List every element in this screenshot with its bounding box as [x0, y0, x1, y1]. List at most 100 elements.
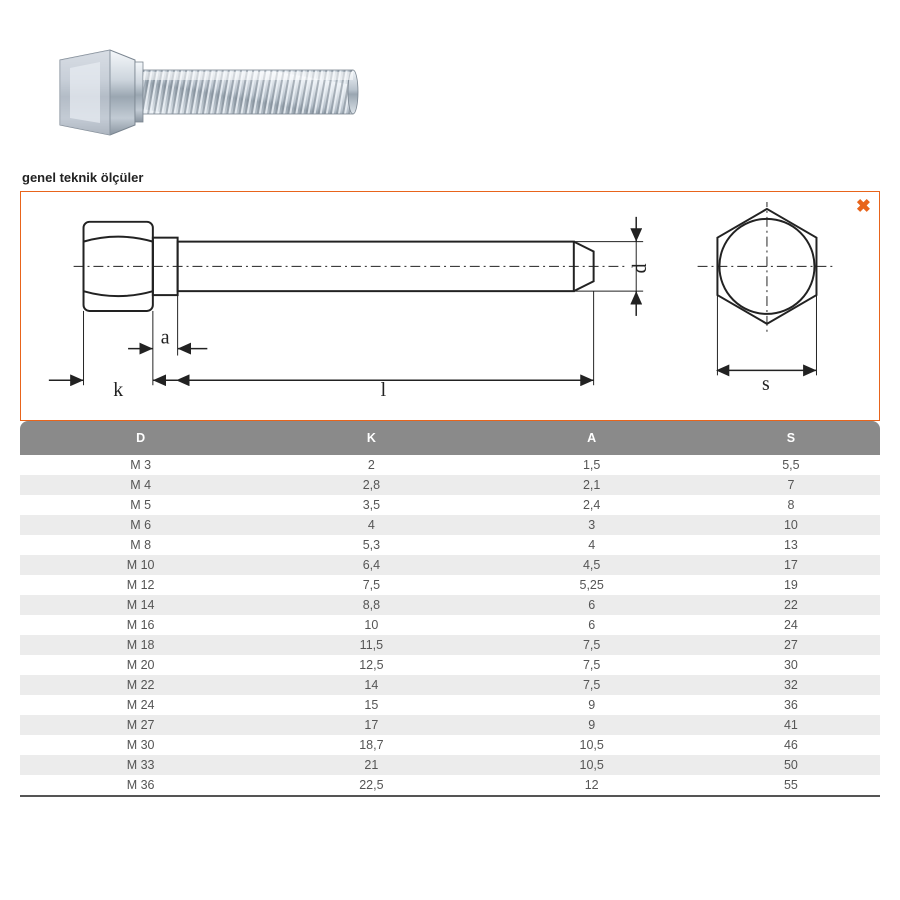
table-cell: 7 — [702, 475, 880, 495]
table-cell: 17 — [261, 715, 481, 735]
table-cell: 6 — [482, 595, 702, 615]
table-cell: 13 — [702, 535, 880, 555]
table-cell: 9 — [482, 695, 702, 715]
table-cell: 55 — [702, 775, 880, 796]
table-row: M 127,55,2519 — [20, 575, 880, 595]
table-cell: 4 — [261, 515, 481, 535]
table-row: M 148,8622 — [20, 595, 880, 615]
table-row: M 3018,710,546 — [20, 735, 880, 755]
table-row: M 64310 — [20, 515, 880, 535]
dim-label-a: a — [161, 327, 170, 349]
table-cell: 6 — [482, 615, 702, 635]
table-row: M 106,44,517 — [20, 555, 880, 575]
table-header-row: D K A S — [20, 421, 880, 455]
section-title: genel teknik ölçüler — [22, 170, 880, 185]
table-cell: 14 — [261, 675, 481, 695]
table-cell: 3,5 — [261, 495, 481, 515]
dimensions-table: D K A S M 321,55,5M 42,82,17M 53,52,48M … — [20, 421, 880, 797]
table-cell: 46 — [702, 735, 880, 755]
table-row: M 1811,57,527 — [20, 635, 880, 655]
table-row: M 2415936 — [20, 695, 880, 715]
bolt-photo — [40, 30, 380, 160]
dim-label-d: d — [629, 263, 651, 273]
table-cell: M 36 — [20, 775, 261, 796]
table-cell: 19 — [702, 575, 880, 595]
table-cell: M 3 — [20, 455, 261, 475]
table-cell: 10,5 — [482, 735, 702, 755]
table-cell: 9 — [482, 715, 702, 735]
table-cell: 22 — [702, 595, 880, 615]
table-cell: M 8 — [20, 535, 261, 555]
dim-label-k: k — [113, 379, 123, 401]
col-k: K — [261, 421, 481, 455]
table-cell: 7,5 — [261, 575, 481, 595]
table-row: M 2717941 — [20, 715, 880, 735]
table-cell: 18,7 — [261, 735, 481, 755]
table-cell: 7,5 — [482, 635, 702, 655]
col-d: D — [20, 421, 261, 455]
table-cell: M 33 — [20, 755, 261, 775]
table-cell: 30 — [702, 655, 880, 675]
table-cell: 6,4 — [261, 555, 481, 575]
table-cell: M 10 — [20, 555, 261, 575]
table-cell: 4 — [482, 535, 702, 555]
table-cell: M 4 — [20, 475, 261, 495]
table-row: M 42,82,17 — [20, 475, 880, 495]
close-icon[interactable]: ✖ — [856, 196, 871, 217]
table-row: M 2012,57,530 — [20, 655, 880, 675]
technical-diagram: ✖ — [20, 191, 880, 421]
table-cell: 32 — [702, 675, 880, 695]
table-cell: 7,5 — [482, 675, 702, 695]
table-cell: 5,3 — [261, 535, 481, 555]
col-s: S — [702, 421, 880, 455]
table-cell: 7,5 — [482, 655, 702, 675]
table-cell: 24 — [702, 615, 880, 635]
table-cell: 17 — [702, 555, 880, 575]
table-cell: M 5 — [20, 495, 261, 515]
table-cell: M 16 — [20, 615, 261, 635]
table-cell: 11,5 — [261, 635, 481, 655]
table-cell: 2 — [261, 455, 481, 475]
table-cell: 3 — [482, 515, 702, 535]
table-cell: 5,5 — [702, 455, 880, 475]
table-cell: M 22 — [20, 675, 261, 695]
table-cell: M 20 — [20, 655, 261, 675]
table-cell: 21 — [261, 755, 481, 775]
table-cell: 10 — [261, 615, 481, 635]
table-cell: 2,4 — [482, 495, 702, 515]
table-cell: 15 — [261, 695, 481, 715]
table-cell: M 24 — [20, 695, 261, 715]
table-cell: M 6 — [20, 515, 261, 535]
table-cell: 1,5 — [482, 455, 702, 475]
table-cell: 8,8 — [261, 595, 481, 615]
table-cell: 12,5 — [261, 655, 481, 675]
table-row: M 3622,51255 — [20, 775, 880, 796]
table-cell: 22,5 — [261, 775, 481, 796]
table-cell: 2,1 — [482, 475, 702, 495]
table-cell: M 18 — [20, 635, 261, 655]
dim-label-l: l — [381, 379, 387, 401]
table-row: M 53,52,48 — [20, 495, 880, 515]
table-cell: 41 — [702, 715, 880, 735]
table-cell: 12 — [482, 775, 702, 796]
table-cell: 8 — [702, 495, 880, 515]
table-cell: M 30 — [20, 735, 261, 755]
table-cell: 50 — [702, 755, 880, 775]
table-cell: 36 — [702, 695, 880, 715]
table-cell: 2,8 — [261, 475, 481, 495]
table-row: M 85,3413 — [20, 535, 880, 555]
table-row: M 321,55,5 — [20, 455, 880, 475]
table-cell: 10 — [702, 515, 880, 535]
table-cell: M 27 — [20, 715, 261, 735]
table-cell: 5,25 — [482, 575, 702, 595]
table-row: M 1610624 — [20, 615, 880, 635]
table-cell: M 12 — [20, 575, 261, 595]
table-row: M 332110,550 — [20, 755, 880, 775]
col-a: A — [482, 421, 702, 455]
table-cell: 4,5 — [482, 555, 702, 575]
table-cell: 27 — [702, 635, 880, 655]
table-cell: M 14 — [20, 595, 261, 615]
table-cell: 10,5 — [482, 755, 702, 775]
dim-label-s: s — [762, 373, 770, 395]
table-row: M 22147,532 — [20, 675, 880, 695]
